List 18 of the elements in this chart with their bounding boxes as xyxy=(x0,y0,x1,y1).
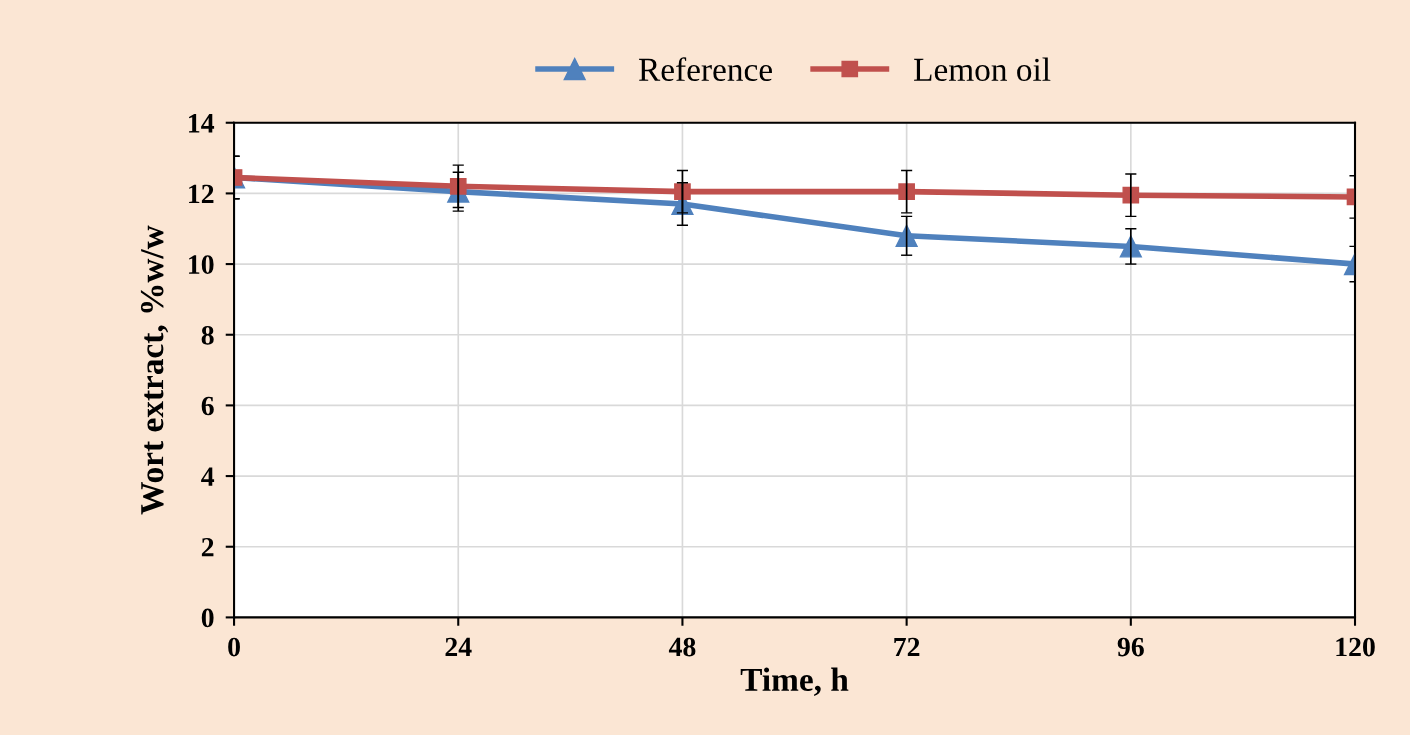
x-tick-label: 96 xyxy=(1117,637,1144,657)
y-tick-label: 6 xyxy=(201,396,214,416)
x-tick-label: 0 xyxy=(228,637,240,657)
y-tick-label: 4 xyxy=(201,467,215,486)
y-axis-title: Wort extract, %w/w xyxy=(140,225,169,515)
x-tick-label: 120 xyxy=(1336,637,1375,657)
x-tick-label: 72 xyxy=(894,637,920,657)
legend-label: Lemon oil xyxy=(914,57,1051,82)
x-axis-title: Time, h xyxy=(740,667,849,696)
legend-label: Reference xyxy=(638,57,772,82)
y-tick-label: 12 xyxy=(189,184,214,204)
y-tick-label: 0 xyxy=(201,608,214,628)
x-tick-label: 48 xyxy=(668,637,696,657)
y-tick-label: 2 xyxy=(201,537,214,557)
y-tick-label: 14 xyxy=(189,114,215,133)
x-tick-label: 24 xyxy=(445,637,472,657)
y-tick-label: 8 xyxy=(201,325,214,345)
y-tick-label: 10 xyxy=(189,255,214,274)
